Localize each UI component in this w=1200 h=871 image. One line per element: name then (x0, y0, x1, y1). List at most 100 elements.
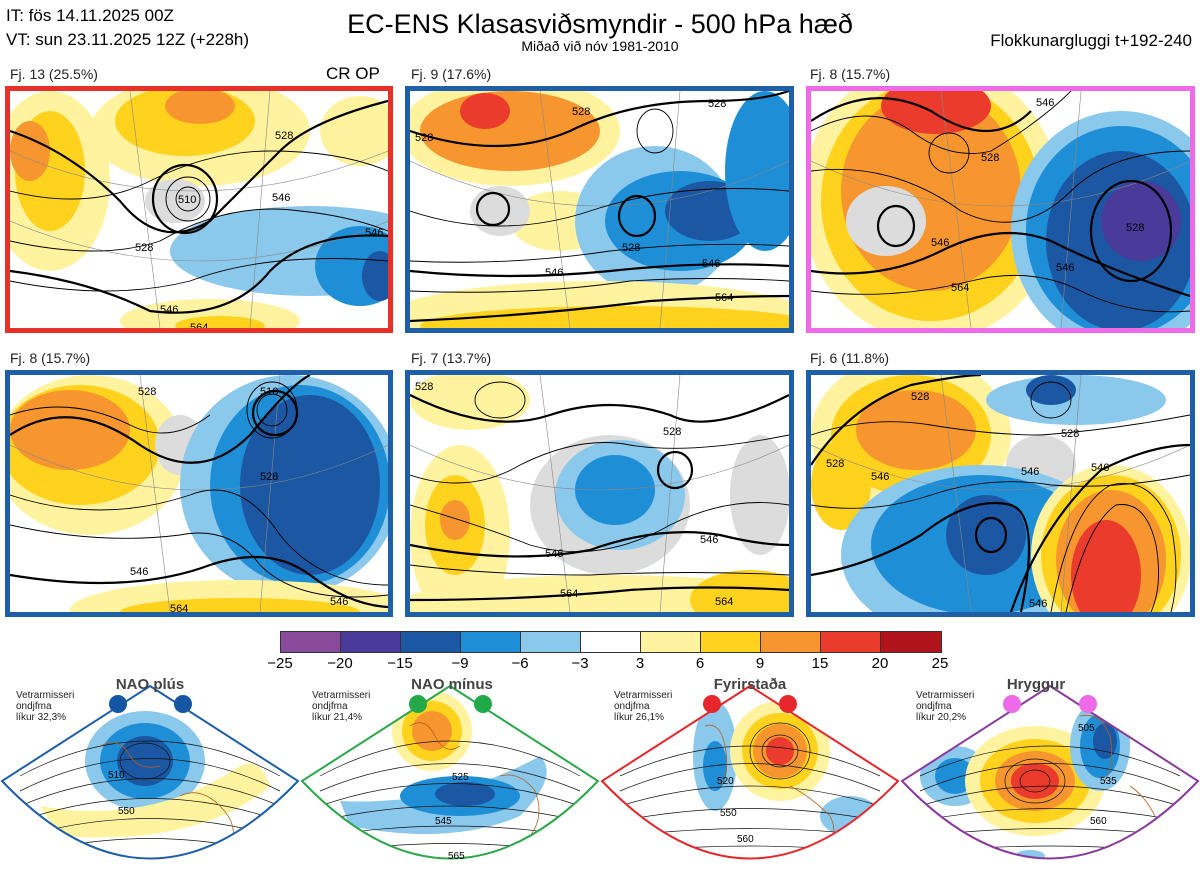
panel-3-map[interactable]: 528 546 564 528 546 546 (806, 86, 1195, 333)
regime-1-name: NAO plús (115, 676, 185, 693)
cluster-window: Flokkunargluggi t+192-240 (990, 31, 1192, 50)
regime-3-contour-label: 550 (720, 808, 737, 819)
regime-2-note-3: líkur 21,4% (312, 712, 363, 723)
panel-2-contour-label: 528 (622, 242, 640, 254)
colorbar-swatch (821, 632, 881, 652)
valid-time: VT: sun 23.11.2025 12Z (+228h) (6, 30, 250, 49)
colorbar-swatch (701, 632, 761, 652)
panel-1-contour-label: 528 (135, 242, 153, 254)
panel-6-contour-label: 528 (1061, 428, 1079, 440)
panel-6-contour-label: 546 (1091, 462, 1109, 474)
regime-1-note-1: Vetrarmisseri (16, 690, 75, 701)
regime-4-contour-label: 535 (1100, 776, 1117, 787)
panel-2-contour-label: 528 (572, 106, 590, 118)
panel-2-contour-label: 546 (702, 258, 720, 270)
colorbar (280, 631, 942, 653)
issue-time: IT: fös 14.11.2025 00Z (6, 6, 174, 25)
panel-5-contour-label: 546 (545, 548, 563, 560)
panel-2-contour-label: 528 (708, 98, 726, 110)
regime-2-contour-label: 525 (452, 772, 469, 783)
panel-1-contour-label: 546 (160, 304, 178, 316)
regime-2-contour-label: 565 (448, 851, 465, 862)
colorbar-tick: 20 (871, 655, 889, 672)
regime-ridge[interactable]: 505 535 560 (900, 676, 1200, 871)
regime-3-note-2: ondjfma (614, 701, 650, 712)
panel-2-map[interactable]: 528 528 528 528 546 546 564 (405, 86, 794, 333)
panel-3-contour-label: 546 (931, 237, 949, 249)
panel-5-label: Fj. 7 (13.7%) (411, 350, 492, 366)
page-subtitle: Miðað við nóv 1981-2010 (521, 38, 679, 54)
panel-3-label: Fj. 8 (15.7%) (810, 66, 891, 82)
panel-4-contour-label: 528 (138, 386, 156, 398)
colorbar-swatch (641, 632, 701, 652)
colorbar-swatch (881, 632, 941, 652)
panel-1-label: Fj. 13 (25.5%) (10, 66, 98, 82)
regime-2-note-1: Vetrarmisseri (312, 690, 371, 701)
panel-5-map[interactable]: 528 528 546 546 564 564 (405, 370, 794, 617)
regime-blocking[interactable]: 520 550 560 (600, 676, 900, 871)
colorbar-tick: 25 (931, 655, 949, 672)
regime-4-contour-label: 560 (1090, 816, 1107, 827)
regime-3-note-3: líkur 26,1% (614, 712, 665, 723)
regime-4-note-3: líkur 20,2% (916, 712, 967, 723)
panel-6-contour-label: 546 (1029, 598, 1047, 610)
panel-6-label: Fj. 6 (11.8%) (810, 350, 890, 366)
colorbar-tick: 3 (635, 655, 645, 672)
regime-4-note-2: ondjfma (916, 701, 952, 712)
regime-1-note-3: líkur 32,3% (16, 712, 67, 723)
panel-1-tag: CR OP (326, 64, 380, 83)
regime-4-name: Hryggur (1006, 676, 1066, 693)
regime-4-contour-label: 505 (1078, 723, 1095, 734)
regime-1-contour-label: 550 (118, 806, 135, 817)
panel-5-contour-label: 546 (700, 534, 718, 546)
panel-6-contour-label: 546 (871, 471, 889, 483)
panel-2-contour-label: 546 (545, 267, 563, 279)
panel-3-contour-label: 528 (981, 152, 999, 164)
regime-1-contour-label: 510 (108, 770, 125, 781)
panel-3-contour-label: 546 (1056, 262, 1074, 274)
colorbar-swatch (401, 632, 461, 652)
panel-5-contour-label: 528 (415, 381, 433, 393)
panel-4-contour-label: 546 (130, 566, 148, 578)
colorbar-tick: −3 (571, 655, 589, 672)
panel-6-contour-label: 528 (911, 391, 929, 403)
colorbar-swatch (581, 632, 641, 652)
colorbar-tick: −9 (451, 655, 469, 672)
regime-nao-minus[interactable]: 525 545 565 (300, 676, 600, 871)
colorbar-tick: 15 (811, 655, 829, 672)
panel-6-contour-label: 546 (1021, 466, 1039, 478)
page-title: EC-ENS Klasasviðsmyndir - 500 hPa hæð (347, 9, 853, 39)
regime-nao-plus[interactable]: 510 550 (0, 676, 300, 871)
panel-4-contour-label: 546 (330, 596, 348, 608)
panel-4-contour-label: 564 (170, 603, 188, 612)
panel-6-contour-label: 528 (826, 458, 844, 470)
regime-3-contour-label: 560 (737, 834, 754, 845)
panel-1-contour-label: 546 (365, 227, 383, 239)
colorbar-swatch (461, 632, 521, 652)
panel-2-label: Fj. 9 (17.6%) (411, 66, 492, 82)
colorbar-tick: 6 (695, 655, 705, 672)
panel-3-contour-label: 546 (1036, 97, 1054, 109)
colorbar-tick: −25 (267, 655, 293, 672)
panel-1-contour-label: 564 (190, 322, 208, 328)
colorbar-swatch (521, 632, 581, 652)
panel-2-contour-label: 564 (715, 292, 733, 304)
colorbar-swatch (281, 632, 341, 652)
regime-3-contour-label: 520 (717, 776, 734, 787)
panel-3-contour-label: 564 (951, 282, 969, 294)
regime-3-note-1: Vetrarmisseri (614, 690, 673, 701)
colorbar-swatch (341, 632, 401, 652)
panel-6-map[interactable]: 528 528 546 546 528 546 546 (806, 370, 1195, 617)
panel-1-map[interactable]: 510 528 546 528 546 546 564 (5, 86, 393, 333)
regime-1-note-2: ondjfma (16, 701, 52, 712)
panel-4-label: Fj. 8 (15.7%) (10, 350, 91, 366)
panel-1-contour-label: 510 (178, 194, 196, 206)
panel-3-contour-label: 528 (1126, 222, 1144, 234)
panel-4-contour-label: 510 (260, 386, 278, 398)
regime-2-contour-label: 545 (435, 816, 452, 827)
colorbar-tick: −20 (327, 655, 353, 672)
panel-1-contour-label: 546 (272, 192, 290, 204)
colorbar-swatch (761, 632, 821, 652)
panel-4-map[interactable]: 510 528 546 528 564 546 (5, 370, 393, 617)
panel-1-contour-label: 528 (275, 130, 293, 142)
